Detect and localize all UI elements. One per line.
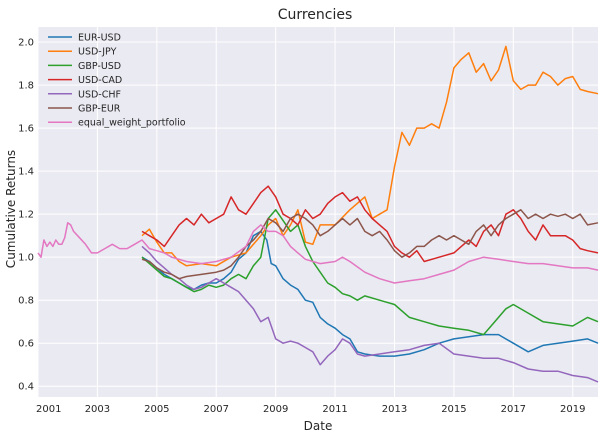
series-lines bbox=[37, 45, 599, 383]
x-tick-label: 2005 bbox=[144, 404, 169, 415]
series-line-eur-usd bbox=[141, 230, 599, 357]
y-tick-label: 0.4 bbox=[18, 382, 34, 393]
x-tick-label: 2017 bbox=[501, 404, 526, 415]
y-axis-title: Cumulative Returns bbox=[4, 150, 18, 268]
x-axis-title: Date bbox=[304, 419, 333, 433]
y-tick-label: 0.6 bbox=[18, 339, 34, 350]
y-axis-ticks: 0.4 0.6 0.8 1.0 1.2 1.4 1.6 1.8 2.0 bbox=[18, 38, 34, 393]
x-tick-label: 2009 bbox=[263, 404, 288, 415]
legend-label: equal_weight_portfolio bbox=[78, 118, 186, 129]
series-line-usd-chf bbox=[141, 245, 599, 383]
series-line-gbp-eur bbox=[141, 209, 599, 280]
y-tick-label: 2.0 bbox=[18, 38, 34, 49]
y-tick-label: 1.0 bbox=[18, 253, 34, 264]
x-tick-label: 2015 bbox=[441, 404, 466, 415]
y-tick-label: 1.6 bbox=[18, 124, 34, 135]
y-tick-label: 0.8 bbox=[18, 296, 34, 307]
grid-lines bbox=[37, 27, 598, 397]
y-tick-label: 1.2 bbox=[18, 210, 34, 221]
y-tick-label: 1.4 bbox=[18, 167, 34, 178]
chart-title: Currencies bbox=[278, 7, 353, 23]
legend-label: GBP-EUR bbox=[78, 104, 121, 115]
legend-label: USD-CAD bbox=[78, 75, 122, 86]
series-line-equal-weight-portfolio bbox=[37, 222, 599, 284]
x-tick-label: 2019 bbox=[560, 404, 585, 415]
y-tick-label: 1.8 bbox=[18, 81, 34, 92]
legend-label: GBP-USD bbox=[78, 61, 121, 72]
legend-label: USD-JPY bbox=[78, 47, 117, 58]
x-tick-label: 2011 bbox=[322, 404, 347, 415]
x-tick-label: 2007 bbox=[204, 404, 229, 415]
series-line-gbp-usd bbox=[141, 209, 599, 336]
x-tick-label: 2013 bbox=[382, 404, 407, 415]
legend-label: EUR-USD bbox=[78, 33, 121, 44]
x-tick-label: 2001 bbox=[36, 404, 61, 415]
x-tick-label: 2003 bbox=[85, 404, 110, 415]
series-line-usd-cad bbox=[141, 185, 599, 263]
plot-area bbox=[38, 27, 598, 397]
legend: EUR-USD USD-JPY GBP-USD USD-CAD USD-CHF GBP-E… bbox=[48, 33, 186, 129]
x-axis-ticks: 2001 2003 2005 2007 2009 2011 2013 2015 2017 2019 bbox=[36, 404, 585, 415]
legend-label: USD-CHF bbox=[78, 89, 121, 100]
